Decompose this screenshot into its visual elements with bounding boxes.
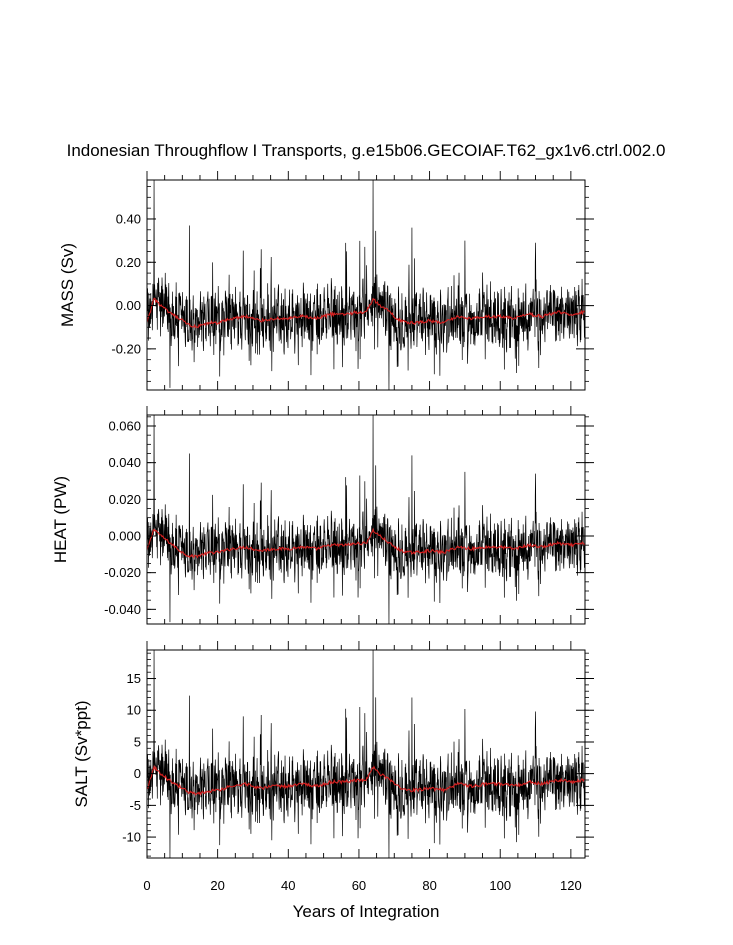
- mass-raw-series: [146, 179, 586, 391]
- x-axis-tick-labels: 0 20 40 60 80 100 120: [143, 878, 581, 893]
- x-tick-label: 20: [210, 878, 224, 893]
- heat-plot-frame: [146, 414, 586, 625]
- salt-panel: 15 10 5 0 -5 -10 SALT (Sv*ppt): [72, 641, 594, 859]
- x-tick-label: 120: [560, 878, 582, 893]
- heat-y-axis-title: HEAT (PW): [51, 476, 70, 563]
- heat-y-tick-label: 0.000: [108, 529, 141, 544]
- mass-y-tick-label: -0.20: [111, 341, 141, 356]
- salt-y-tick-label: -5: [129, 798, 141, 813]
- salt-y-tick-label: 0: [134, 766, 141, 781]
- x-tick-label: 100: [489, 878, 511, 893]
- salt-raw-series: [146, 649, 586, 859]
- heat-smoothed-line: [146, 527, 586, 559]
- mass-raw-line: [146, 179, 586, 391]
- x-axis-title: Years of Integration: [293, 902, 440, 921]
- heat-y-tick-label: 0.060: [108, 419, 141, 434]
- x-tick-label: 0: [143, 878, 150, 893]
- heat-raw-series: [146, 414, 586, 625]
- mass-y-axis-title: MASS (Sv): [58, 243, 77, 327]
- chart-title: Indonesian Throughflow I Transports, g.e…: [67, 141, 666, 160]
- heat-smoothed-series: [146, 527, 586, 559]
- salt-smoothed-line: [146, 764, 586, 796]
- heat-raw-line: [146, 414, 586, 625]
- x-tick-label: 80: [422, 878, 436, 893]
- salt-y-tick-label: 10: [127, 703, 141, 718]
- heat-y-tick-label: 0.040: [108, 455, 141, 470]
- heat-ticks: 0.060 0.040 0.020 0.000 -0.020 -0.040: [104, 406, 594, 624]
- salt-smoothed-series: [146, 764, 586, 796]
- salt-y-tick-label: -10: [122, 830, 141, 845]
- heat-y-tick-label: -0.020: [104, 565, 141, 580]
- heat-y-tick-label: -0.040: [104, 602, 141, 617]
- heat-y-tick-label: 0.020: [108, 492, 141, 507]
- mass-y-tick-label: 0.00: [116, 298, 141, 313]
- mass-y-tick-label: 0.40: [116, 211, 141, 226]
- x-tick-label: 60: [352, 878, 366, 893]
- mass-plot-frame: [146, 179, 586, 391]
- x-tick-label: 40: [281, 878, 295, 893]
- mass-panel: 0.40 0.20 0.00 -0.20 MASS (Sv): [58, 171, 594, 391]
- salt-y-axis-title: SALT (Sv*ppt): [72, 700, 91, 807]
- salt-y-tick-label: 15: [127, 671, 141, 686]
- salt-y-tick-label: 5: [134, 734, 141, 749]
- salt-plot-frame: [146, 649, 586, 859]
- mass-ticks: 0.40 0.20 0.00 -0.20: [111, 171, 594, 390]
- heat-panel: 0.060 0.040 0.020 0.000 -0.020 -0.040 HEAT (P…: [51, 406, 594, 625]
- mass-y-tick-label: 0.20: [116, 255, 141, 270]
- salt-raw-line: [146, 649, 586, 859]
- mass-smoothed-series: [146, 297, 586, 329]
- mass-smoothed-line: [146, 297, 586, 329]
